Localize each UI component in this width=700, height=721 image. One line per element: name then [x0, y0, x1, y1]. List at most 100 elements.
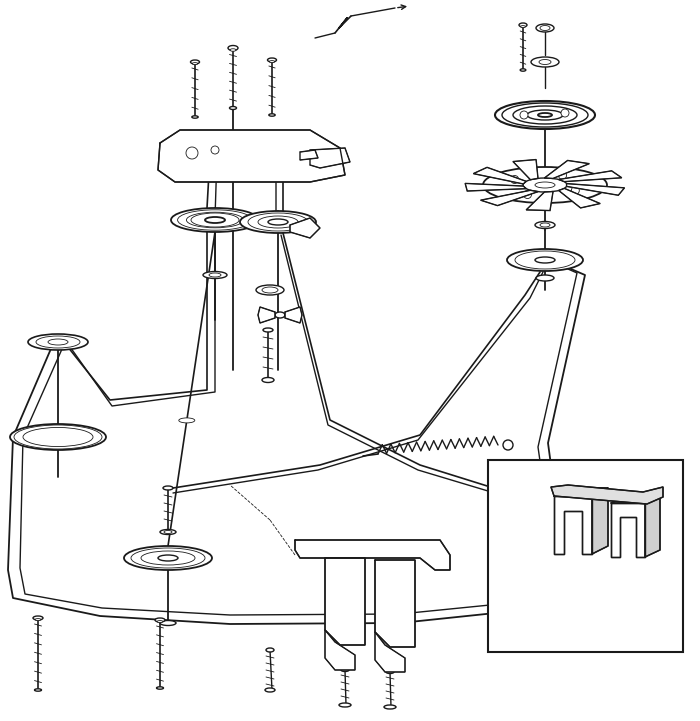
Polygon shape: [290, 218, 320, 238]
Ellipse shape: [531, 57, 559, 67]
Ellipse shape: [14, 425, 102, 449]
Ellipse shape: [203, 272, 227, 278]
Ellipse shape: [164, 531, 172, 534]
Polygon shape: [473, 167, 526, 184]
Ellipse shape: [171, 208, 259, 232]
Ellipse shape: [535, 221, 555, 229]
Ellipse shape: [263, 328, 273, 332]
Ellipse shape: [205, 217, 225, 223]
Ellipse shape: [269, 114, 275, 116]
Polygon shape: [551, 485, 663, 504]
Ellipse shape: [275, 312, 285, 318]
Ellipse shape: [10, 424, 106, 450]
Ellipse shape: [124, 546, 212, 570]
Ellipse shape: [28, 429, 88, 445]
Ellipse shape: [178, 210, 253, 230]
Polygon shape: [513, 159, 538, 180]
Ellipse shape: [258, 216, 298, 228]
Ellipse shape: [502, 103, 588, 127]
Ellipse shape: [540, 25, 550, 30]
Ellipse shape: [265, 688, 275, 692]
Polygon shape: [554, 488, 608, 496]
Ellipse shape: [193, 63, 197, 65]
Ellipse shape: [191, 213, 239, 227]
Ellipse shape: [157, 621, 163, 623]
Polygon shape: [325, 558, 365, 645]
Circle shape: [559, 172, 566, 180]
Polygon shape: [611, 503, 645, 557]
Polygon shape: [481, 190, 538, 205]
Ellipse shape: [23, 428, 93, 446]
Ellipse shape: [538, 113, 552, 117]
Polygon shape: [285, 307, 302, 323]
Ellipse shape: [178, 418, 195, 423]
Polygon shape: [258, 307, 275, 323]
Ellipse shape: [262, 287, 278, 293]
Polygon shape: [158, 130, 345, 182]
Ellipse shape: [535, 182, 555, 188]
Ellipse shape: [230, 107, 237, 110]
Ellipse shape: [228, 45, 238, 50]
Ellipse shape: [256, 285, 284, 295]
Circle shape: [524, 190, 531, 198]
Ellipse shape: [507, 249, 583, 271]
Ellipse shape: [28, 334, 88, 350]
Ellipse shape: [18, 426, 98, 448]
Polygon shape: [295, 540, 450, 570]
Polygon shape: [645, 496, 660, 557]
Ellipse shape: [160, 529, 176, 534]
Circle shape: [366, 544, 374, 552]
Polygon shape: [526, 192, 553, 211]
Ellipse shape: [339, 703, 351, 707]
Ellipse shape: [519, 23, 527, 27]
Ellipse shape: [186, 212, 244, 228]
Ellipse shape: [268, 219, 288, 225]
Ellipse shape: [190, 60, 199, 64]
Ellipse shape: [163, 486, 173, 490]
Ellipse shape: [240, 211, 316, 233]
Circle shape: [186, 147, 198, 159]
Ellipse shape: [535, 257, 555, 263]
Polygon shape: [566, 184, 624, 195]
Ellipse shape: [521, 26, 526, 27]
Ellipse shape: [536, 24, 554, 32]
Polygon shape: [375, 632, 405, 672]
Ellipse shape: [48, 339, 68, 345]
Ellipse shape: [483, 167, 607, 203]
Polygon shape: [466, 183, 526, 191]
Ellipse shape: [248, 213, 308, 231]
Ellipse shape: [262, 378, 274, 383]
Ellipse shape: [540, 223, 550, 227]
Ellipse shape: [341, 668, 349, 671]
Ellipse shape: [384, 705, 396, 709]
Circle shape: [571, 187, 580, 195]
Circle shape: [211, 146, 219, 154]
Ellipse shape: [386, 671, 394, 673]
Ellipse shape: [523, 178, 567, 192]
Circle shape: [520, 111, 528, 119]
Ellipse shape: [520, 68, 526, 71]
Ellipse shape: [267, 58, 276, 62]
Circle shape: [406, 548, 414, 556]
Polygon shape: [375, 560, 415, 647]
Ellipse shape: [192, 116, 198, 118]
Polygon shape: [310, 148, 350, 168]
Ellipse shape: [160, 621, 176, 626]
Polygon shape: [559, 171, 622, 182]
Ellipse shape: [157, 687, 164, 689]
Ellipse shape: [270, 61, 274, 63]
Ellipse shape: [36, 336, 80, 348]
Ellipse shape: [34, 689, 41, 691]
Ellipse shape: [230, 49, 236, 51]
Ellipse shape: [35, 619, 41, 621]
Ellipse shape: [158, 555, 178, 561]
Polygon shape: [300, 150, 318, 160]
Circle shape: [511, 175, 519, 184]
Bar: [488, 460, 683, 652]
Ellipse shape: [155, 618, 165, 622]
Ellipse shape: [495, 101, 595, 129]
Ellipse shape: [513, 106, 577, 124]
Ellipse shape: [33, 616, 43, 620]
Ellipse shape: [515, 251, 575, 269]
Ellipse shape: [209, 273, 221, 277]
